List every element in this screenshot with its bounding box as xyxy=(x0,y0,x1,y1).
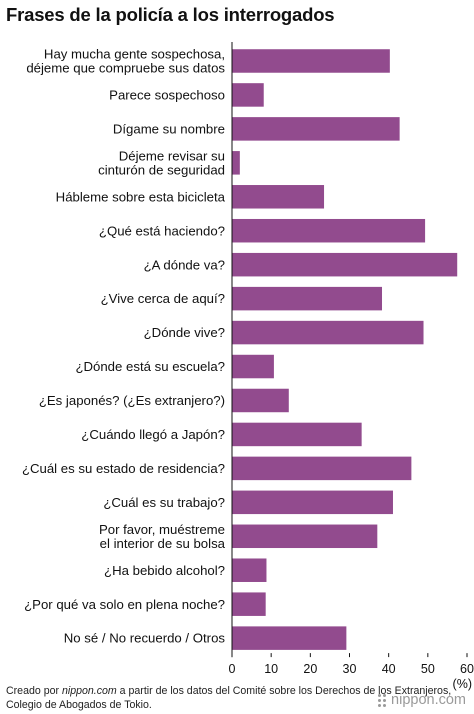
bar xyxy=(232,320,424,345)
x-tick-label: 20 xyxy=(303,662,317,676)
category-label: Déjeme revisar su xyxy=(119,148,225,163)
category-label: ¿Cuándo llegó a Japón? xyxy=(81,427,225,442)
bar xyxy=(232,185,325,209)
category-label: déjeme que compruebe sus datos xyxy=(26,61,225,76)
footer-prefix: Creado por xyxy=(6,685,62,697)
brand-logo: nippon.com xyxy=(378,692,466,708)
bar xyxy=(232,151,240,175)
footer-text: a partir de los datos del Comité sobre l… xyxy=(6,685,452,711)
category-label: el interior de su bolsa xyxy=(100,536,226,551)
footer-credit: Creado por nippon.com a partir de los da… xyxy=(6,684,474,712)
x-tick-label: 40 xyxy=(382,662,396,676)
category-label: ¿A dónde va? xyxy=(144,257,225,272)
bar xyxy=(232,218,426,243)
chart-title: Frases de la policía a los interrogados xyxy=(6,4,335,25)
category-label: ¿Por qué va solo en plena noche? xyxy=(24,597,225,612)
bar xyxy=(232,83,264,107)
category-label: ¿Cuál es su trabajo? xyxy=(103,495,225,510)
category-label: ¿Vive cerca de aquí? xyxy=(101,291,225,306)
bar xyxy=(232,354,274,379)
bar xyxy=(232,252,458,277)
category-label: Hay mucha gente sospechosa, xyxy=(44,47,225,62)
bar xyxy=(232,558,267,582)
category-label: Hábleme sobre esta bicicleta xyxy=(56,189,226,204)
bar xyxy=(232,524,378,549)
category-label: Dígame su nombre xyxy=(113,121,225,136)
bar xyxy=(232,49,390,73)
x-tick-label: 10 xyxy=(264,662,278,676)
bar xyxy=(232,490,393,515)
footer-source: nippon.com xyxy=(61,685,117,697)
x-axis-unit: (%) xyxy=(453,677,472,691)
brand-text: nippon.com xyxy=(391,692,466,708)
bar xyxy=(232,388,289,413)
category-label: Por favor, muéstreme xyxy=(99,522,225,537)
category-label: ¿Es japonés? (¿Es extranjero?) xyxy=(39,393,225,408)
x-tick-label: 60 xyxy=(460,662,474,676)
category-label: ¿Qué está haciendo? xyxy=(99,223,225,238)
bar xyxy=(232,592,266,616)
x-tick-label: 0 xyxy=(229,662,236,676)
category-label: ¿Cuál es su estado de residencia? xyxy=(22,461,225,476)
bar xyxy=(232,286,383,311)
category-label: cinturón de seguridad xyxy=(98,162,225,177)
category-label: Parece sospechoso xyxy=(109,88,225,103)
category-label: ¿Dónde está su escuela? xyxy=(75,359,225,374)
x-tick-label: 50 xyxy=(421,662,435,676)
bar xyxy=(232,117,400,141)
bar xyxy=(232,626,347,650)
category-label: ¿Ha bebido alcohol? xyxy=(104,563,225,578)
bar xyxy=(232,456,412,481)
category-label: ¿Dónde vive? xyxy=(144,325,225,340)
category-label: No sé / No recuerdo / Otros xyxy=(64,631,226,646)
x-tick-label: 30 xyxy=(343,662,357,676)
bar xyxy=(232,422,362,447)
brand-dots-icon xyxy=(378,693,387,707)
